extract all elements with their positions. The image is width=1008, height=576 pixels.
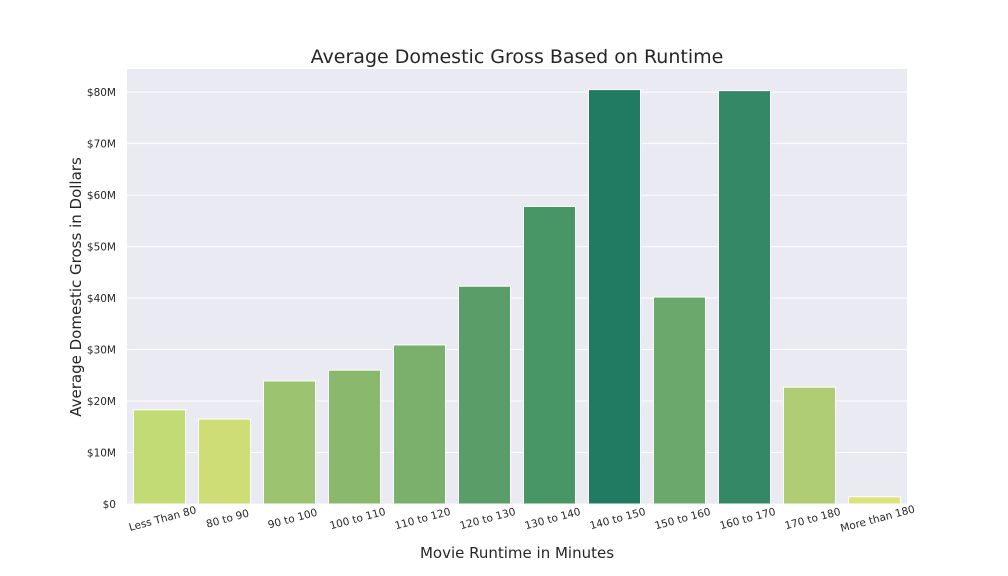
y-tick-label: $50M <box>87 242 116 254</box>
y-tick-label: $40M <box>87 293 116 305</box>
x-tick-label: 130 to 140 <box>523 506 581 532</box>
x-tick-label: 90 to 100 <box>267 507 319 532</box>
bar <box>588 89 641 505</box>
bar <box>133 409 186 505</box>
x-tick-label: 160 to 170 <box>718 506 776 532</box>
x-tick-label: 170 to 180 <box>783 506 841 532</box>
bar <box>458 285 511 505</box>
bar <box>718 90 771 505</box>
x-tick-label: 80 to 90 <box>205 508 251 531</box>
x-axis-label: Movie Runtime in Minutes <box>420 544 614 562</box>
y-tick-label: $0 <box>103 499 116 511</box>
x-tick-label: Less Than 80 <box>128 504 198 534</box>
plot-background <box>127 69 907 504</box>
x-tick-labels: Less Than 80 80 to 90 90 to 100 100 to 110 1… <box>128 503 917 534</box>
bar <box>783 386 836 505</box>
y-tick-label: $80M <box>87 87 116 99</box>
x-tick-label: 150 to 160 <box>653 506 711 532</box>
x-tick-label: More than 180 <box>839 503 916 534</box>
y-tick-label: $20M <box>87 396 116 408</box>
x-tick-label: 100 to 110 <box>328 506 386 532</box>
y-tick-labels: $0 $10M $20M $30M $40M $50M $60M $70M $80M <box>87 87 116 511</box>
y-tick-label: $60M <box>87 190 116 202</box>
y-tick-label: $70M <box>87 139 116 151</box>
bar <box>848 496 901 505</box>
bar <box>198 418 251 505</box>
grid-lines <box>127 91 907 505</box>
x-tick-label: 120 to 130 <box>458 506 516 532</box>
y-axis-label: Average Domestic Gross in Dollars <box>67 157 85 417</box>
y-tick-label: $10M <box>87 448 116 460</box>
x-tick-label: 110 to 120 <box>393 506 451 532</box>
x-tick-label: 140 to 150 <box>588 506 646 532</box>
bar <box>393 344 446 505</box>
bar <box>328 369 381 505</box>
bar <box>653 296 706 505</box>
y-tick-label: $30M <box>87 345 116 357</box>
bar <box>263 380 316 505</box>
chart-title: Average Domestic Gross Based on Runtime <box>311 46 724 68</box>
bars <box>133 89 901 505</box>
bar <box>523 205 576 505</box>
